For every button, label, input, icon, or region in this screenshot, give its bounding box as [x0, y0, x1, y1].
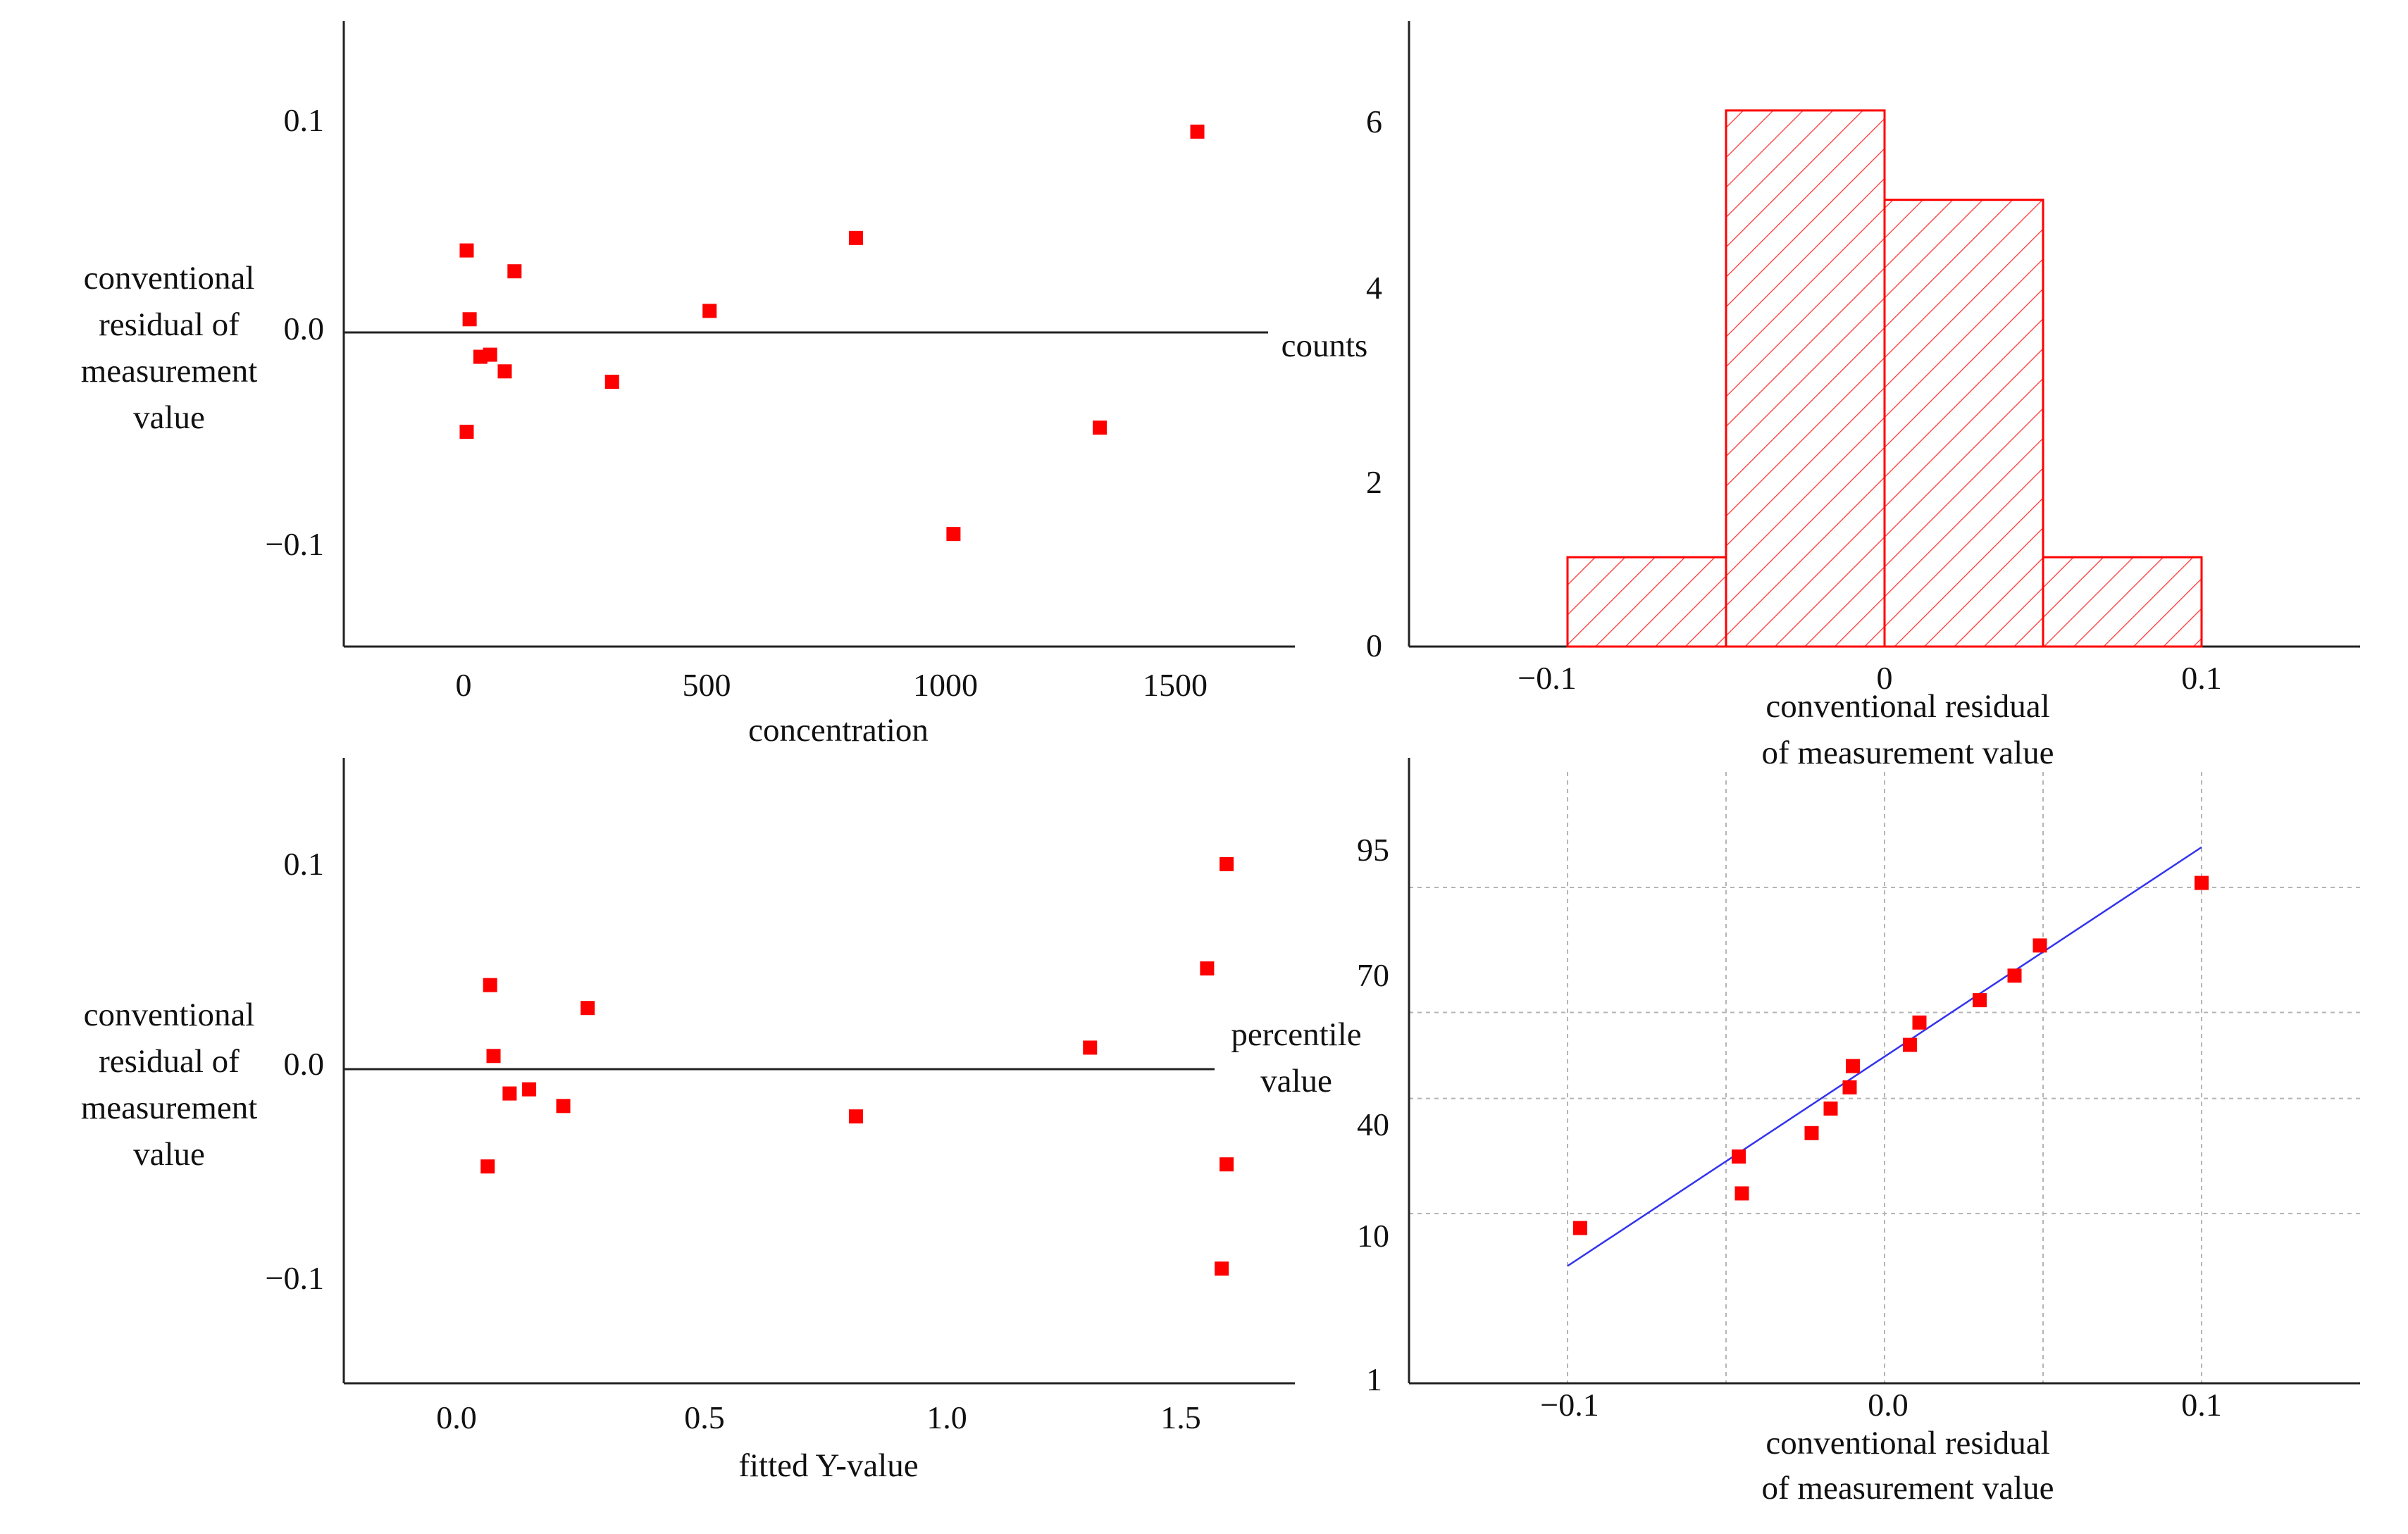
p2-xtick-label: 0.1 — [2181, 660, 2222, 696]
data-point — [1190, 124, 1205, 139]
p3-xtick-label: 0.0 — [436, 1399, 477, 1435]
p1-y-axis-label-line: value — [133, 399, 205, 436]
p1-xtick-label: 1500 — [1143, 667, 1208, 703]
p3-ytick-label: 0.0 — [284, 1046, 325, 1082]
data-point — [604, 375, 619, 389]
data-point — [1804, 1125, 1819, 1140]
p1-x-axis-label: concentration — [748, 712, 929, 749]
data-point — [1732, 1149, 1746, 1164]
data-point — [480, 1159, 495, 1174]
p4-xtick-label: 0.0 — [1868, 1387, 1909, 1423]
p3-y-axis-label-line: conventional — [84, 997, 255, 1033]
data-point — [459, 243, 474, 258]
data-point — [1573, 1221, 1587, 1235]
data-point — [1734, 1186, 1749, 1201]
data-point — [1912, 1015, 1927, 1030]
data-point — [848, 1109, 863, 1124]
p4-points — [1573, 875, 2209, 1235]
data-point — [1093, 420, 1107, 435]
p2-ytick-label: 2 — [1366, 464, 1382, 500]
p3-y-axis-label-line: value — [133, 1136, 205, 1173]
data-point — [483, 347, 497, 362]
p3-ytick-label: 0.1 — [284, 846, 325, 882]
data-point — [1219, 1157, 1234, 1172]
p2-ytick-label: 4 — [1366, 270, 1382, 306]
p2-x-axis-label-line: of measurement value — [1762, 735, 2054, 771]
p4-x-axis-label-line: conventional residual — [1765, 1425, 2049, 1461]
p2-y-axis-label: counts — [1281, 328, 1368, 364]
p4-y-axis-label-line: value — [1260, 1063, 1332, 1099]
p1-y-axis-label-line: residual of — [99, 306, 240, 343]
data-point — [702, 304, 717, 318]
data-point — [1842, 1080, 1857, 1095]
p1-y-axis-label-line: measurement — [81, 353, 258, 389]
data-point — [1903, 1037, 1917, 1052]
data-point — [502, 1086, 517, 1101]
p1-ytick-label: 0.1 — [284, 102, 325, 138]
data-point — [1823, 1101, 1838, 1116]
data-point — [1215, 1261, 1229, 1276]
data-point — [848, 230, 863, 245]
p4-xtick-label: 0.1 — [2181, 1387, 2222, 1423]
p2-bars — [1566, 109, 2203, 648]
histogram-bar — [1883, 199, 2044, 648]
histogram-bar — [1566, 556, 1727, 648]
data-point — [497, 364, 512, 379]
data-point — [486, 1049, 501, 1064]
p4-ytick-label: 40 — [1357, 1106, 1389, 1142]
p4-ytick-label: 70 — [1357, 957, 1389, 993]
data-point — [2007, 968, 2022, 983]
p4-x-axis-label-line: of measurement value — [1762, 1470, 2054, 1507]
p3-y-axis-label-line: residual of — [99, 1043, 240, 1080]
p3-x-axis-label: fitted Y-value — [738, 1447, 918, 1484]
p4-y-axis-label-line: percentile — [1231, 1016, 1361, 1053]
p1-ytick-label: 0.0 — [284, 311, 325, 347]
p4-ytick-label: 1 — [1366, 1361, 1382, 1397]
panel-normal-probability: −0.1 0.0 0.1 1 10 40 70 95 percentile va… — [1231, 758, 2360, 1507]
p2-x-axis-label-line: conventional residual — [1765, 688, 2049, 725]
p3-xtick-label: 1.5 — [1160, 1399, 1201, 1435]
data-point — [462, 312, 477, 327]
p2-xtick-label: 0 — [1877, 660, 1893, 696]
data-point — [581, 1001, 595, 1016]
p1-ytick-label: −0.1 — [266, 526, 324, 562]
histogram-bar — [1725, 109, 1886, 648]
panel-residual-vs-concentration: 0 500 1000 1500 0.1 0.0 −0.1 concentrati… — [81, 21, 1295, 749]
p3-xtick-label: 1.0 — [926, 1399, 967, 1435]
p4-xtick-label: −0.1 — [1540, 1387, 1599, 1423]
data-point — [483, 978, 497, 992]
data-point — [2032, 938, 2047, 953]
p2-xtick-label: −0.1 — [1518, 660, 1576, 696]
p1-xtick-label: 500 — [683, 667, 731, 703]
data-point — [2195, 875, 2209, 890]
p4-ytick-label: 95 — [1357, 832, 1389, 868]
p1-y-axis-label-line: conventional — [84, 260, 255, 297]
p4-fit-line — [1567, 846, 2202, 1267]
p1-xtick-label: 1000 — [913, 667, 978, 703]
data-point — [1973, 993, 1987, 1008]
data-point — [459, 425, 474, 439]
p2-ytick-label: 6 — [1366, 104, 1382, 139]
data-point — [1846, 1059, 1860, 1073]
data-point — [556, 1099, 571, 1114]
p3-points — [480, 856, 1234, 1276]
p1-xtick-label: 0 — [456, 667, 472, 703]
data-point — [1219, 856, 1234, 871]
data-point — [522, 1082, 537, 1097]
p3-ytick-label: −0.1 — [266, 1260, 324, 1296]
data-point — [1083, 1040, 1098, 1055]
panel-residual-vs-fitted: 0.0 0.5 1.0 1.5 0.1 0.0 −0.1 fitted Y-va… — [81, 758, 1295, 1484]
histogram-bar — [2042, 556, 2203, 648]
p3-y-axis-label-line: measurement — [81, 1090, 258, 1126]
data-point — [946, 527, 961, 542]
p1-points — [459, 124, 1205, 542]
p2-ytick-label: 0 — [1366, 628, 1382, 663]
p4-ytick-label: 10 — [1357, 1218, 1389, 1254]
panel-residual-histogram: −0.1 0 0.1 0 2 4 6 counts conventional r… — [1281, 21, 2360, 771]
data-point — [507, 264, 522, 279]
data-point — [1200, 961, 1215, 975]
p3-xtick-label: 0.5 — [684, 1399, 725, 1435]
p4-grid — [1409, 772, 2360, 1383]
